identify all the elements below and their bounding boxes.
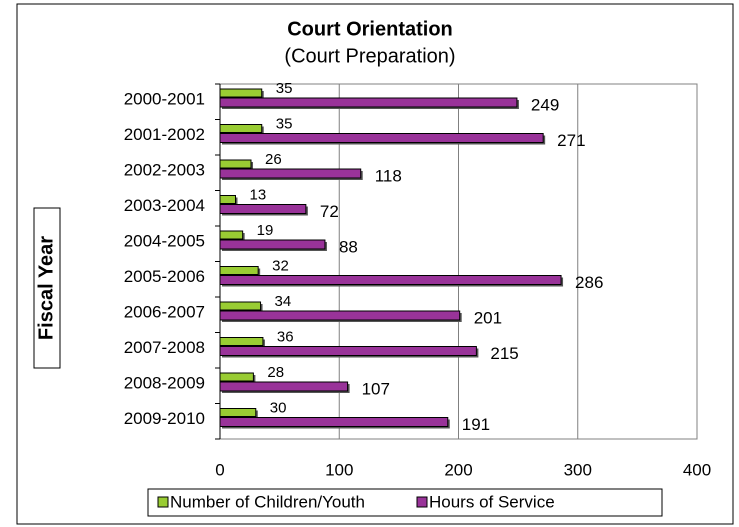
y-tick-label: 2003-2004 (124, 196, 205, 215)
y-tick-label: 2001-2002 (124, 125, 205, 144)
bar (219, 275, 562, 285)
bar (219, 88, 263, 98)
y-tick-label: 2004-2005 (124, 231, 205, 250)
chart-title: Court Orientation (287, 18, 453, 40)
y-tick-label: 2005-2006 (124, 267, 205, 286)
bar (219, 310, 461, 321)
bar (219, 239, 326, 250)
x-tick-label: 300 (564, 460, 592, 479)
data-label: 191 (462, 415, 490, 434)
data-label: 13 (250, 186, 267, 203)
y-label-box (33, 207, 61, 369)
bar (219, 124, 263, 133)
bar (219, 337, 264, 346)
bar (219, 417, 449, 427)
legend-label: Number of Children/Youth (170, 492, 365, 511)
bar (219, 408, 257, 417)
x-tick-label: 0 (215, 460, 224, 479)
y-tick-label: 2008-2009 (124, 373, 205, 392)
bar (219, 381, 349, 392)
legend-label: Hours of Service (429, 492, 555, 511)
data-label: 19 (257, 222, 274, 239)
bar (219, 301, 262, 311)
bar (219, 195, 237, 204)
bar (219, 372, 254, 382)
data-label: 35 (276, 115, 293, 132)
y-tick-label: 2007-2008 (124, 338, 205, 357)
data-label: 28 (267, 364, 284, 381)
data-label: 88 (339, 237, 358, 256)
x-tick-label: 200 (444, 460, 472, 479)
legend-box (147, 488, 663, 517)
bar (219, 266, 259, 275)
data-label: 72 (320, 202, 339, 221)
y-tick-label: 2002-2003 (124, 160, 205, 179)
bar (219, 159, 252, 169)
y-tick-label: 2009-2010 (124, 409, 205, 428)
data-label: 215 (490, 344, 518, 363)
data-label: 249 (531, 95, 559, 114)
y-tick-label: 2000-2001 (124, 89, 205, 108)
chart-subtitle: (Court Preparation) (284, 45, 455, 67)
bar (219, 97, 518, 108)
bar (219, 204, 307, 214)
bar (219, 230, 244, 240)
bar (219, 346, 477, 356)
x-tick-label: 100 (325, 460, 353, 479)
data-label: 286 (575, 273, 603, 292)
data-label: 26 (265, 151, 282, 168)
data-label: 118 (375, 166, 402, 185)
bar (219, 133, 544, 143)
y-axis-label: Fiscal Year (35, 236, 57, 340)
data-label: 201 (474, 308, 502, 327)
data-label: 107 (362, 379, 390, 398)
data-label: 36 (277, 328, 294, 345)
data-label: 32 (272, 257, 289, 274)
legend-swatch (416, 496, 428, 508)
y-tick-label: 2006-2007 (124, 302, 205, 321)
data-label: 35 (276, 80, 293, 97)
x-tick-label: 400 (683, 460, 711, 479)
data-label: 34 (275, 293, 292, 310)
legend-swatch (157, 496, 169, 508)
bar (219, 168, 362, 179)
data-label: 271 (557, 131, 585, 150)
data-label: 30 (270, 399, 287, 416)
